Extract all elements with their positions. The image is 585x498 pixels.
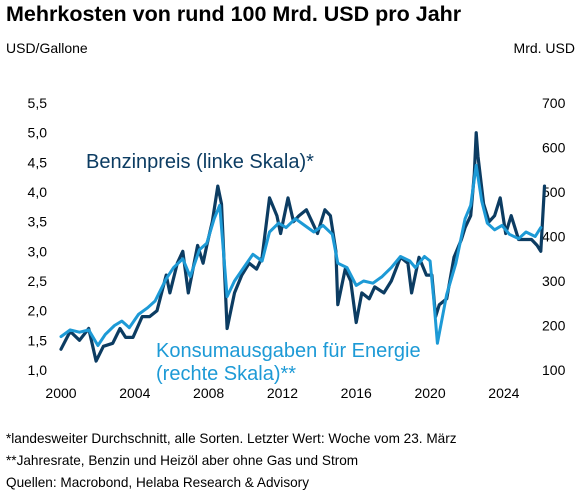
x-axis-ticks: 2000 2004 2008 2012 2016 2020 2024 (45, 385, 519, 401)
line-chart: 1,0 1,5 2,0 2,5 3,0 3,5 4,0 4,5 5,0 5,5 100 200 300… (28, 95, 566, 401)
chart-title: Mehrkosten von rund 100 Mrd. USD pro Jah… (6, 2, 462, 26)
series-layer (59, 131, 547, 363)
annotation-spending-line1: Konsumausgaben für Energie (156, 340, 421, 362)
footnotes: *landesweiter Durchschnitt, alle Sorten.… (6, 428, 457, 494)
annotation-gasoline: Benzinpreis (linke Skala)* (86, 151, 314, 173)
x-tick-label: 2016 (341, 385, 372, 401)
left-tick-label: 2,5 (28, 273, 48, 289)
footnote-spending: **Jahresrate, Benzin und Heizöl aber ohn… (6, 453, 359, 468)
x-tick-label: 2012 (267, 385, 298, 401)
right-axis-ticks: 100 200 300 400 500 600 700 (542, 95, 566, 378)
left-tick-label: 5,0 (28, 125, 48, 141)
footnote-sources: Quellen: Macrobond, Helaba Research & Ad… (6, 475, 309, 490)
gasoline-price-line (59, 131, 547, 363)
right-axis-unit-label: Mrd. USD (513, 40, 575, 56)
left-axis-unit-label: USD/Gallone (6, 40, 88, 56)
left-axis-ticks: 1,0 1,5 2,0 2,5 3,0 3,5 4,0 4,5 5,0 5,5 (28, 95, 48, 378)
right-tick-label: 400 (542, 229, 566, 245)
annotation-spending-line2: (rechte Skala)** (156, 363, 296, 385)
left-tick-label: 4,5 (28, 154, 48, 170)
right-tick-label: 700 (542, 95, 566, 111)
right-tick-label: 500 (542, 184, 566, 200)
x-tick-label: 2004 (119, 385, 150, 401)
x-tick-label: 2000 (45, 385, 76, 401)
left-tick-label: 3,0 (28, 243, 48, 259)
left-tick-label: 3,5 (28, 214, 48, 230)
right-tick-label: 300 (542, 273, 566, 289)
right-tick-label: 600 (542, 140, 566, 156)
right-tick-label: 100 (542, 362, 566, 378)
footnote-gasoline: *landesweiter Durchschnitt, alle Sorten.… (6, 431, 457, 446)
x-tick-label: 2008 (193, 385, 224, 401)
x-tick-label: 2020 (414, 385, 445, 401)
left-tick-label: 4,0 (28, 184, 48, 200)
right-tick-label: 200 (542, 318, 566, 334)
energy-spending-line (59, 163, 543, 347)
x-tick-label: 2024 (488, 385, 519, 401)
left-tick-label: 1,0 (28, 362, 48, 378)
left-tick-label: 2,0 (28, 303, 48, 319)
left-tick-label: 5,5 (28, 95, 48, 111)
left-tick-label: 1,5 (28, 332, 48, 348)
